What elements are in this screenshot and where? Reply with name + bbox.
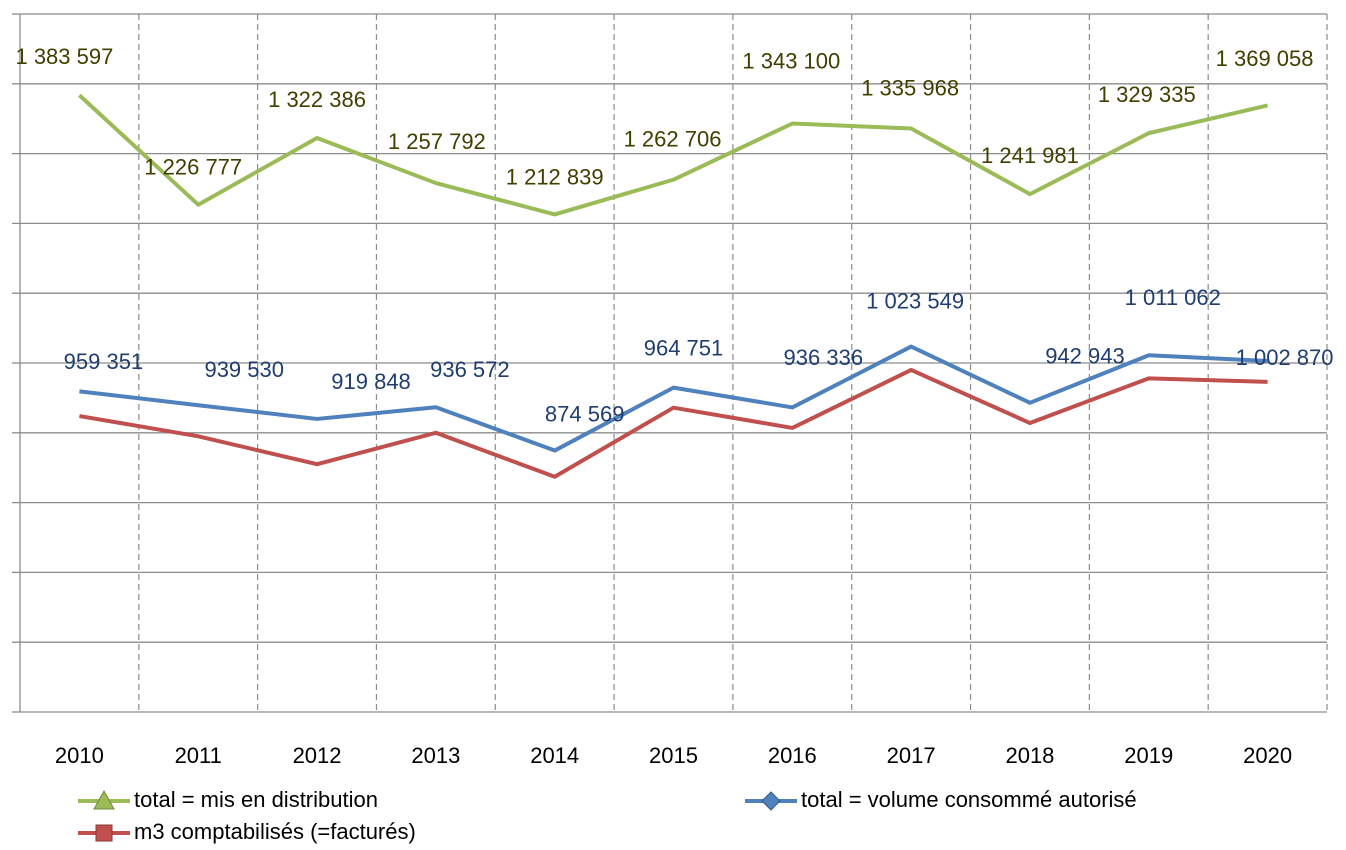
x-tick-label: 2011 [175,743,222,768]
x-tick-label: 2010 [55,743,104,768]
series-line [79,367,1268,479]
data-label: 1 011 062 [1125,285,1221,310]
legend-marker [95,824,113,842]
data-label: 1 383 597 [15,44,113,69]
data-label: 1 369 058 [1216,46,1314,71]
data-label: 1 257 792 [388,129,486,154]
x-tick-label: 2020 [1243,743,1292,768]
legend-marker [93,789,115,810]
x-tick-label: 2013 [411,743,460,768]
data-label: 1 226 777 [144,155,242,180]
x-tick-label: 2019 [1124,743,1173,768]
data-label: 1 343 100 [742,48,840,73]
data-label: 1 241 981 [981,143,1079,168]
data-label: 936 572 [430,357,510,382]
data-label: 1 329 335 [1098,82,1196,107]
data-label: 1 212 839 [506,164,604,189]
data-label: 939 530 [204,357,284,382]
legend-label: total = volume consommé autorisé [801,787,1137,812]
data-label: 1 335 968 [861,75,959,100]
data-label: 936 336 [784,345,864,370]
data-label: 959 351 [64,349,144,374]
x-tick-label: 2016 [768,743,817,768]
x-tick-label: 2015 [649,743,698,768]
data-label: 1 322 386 [268,87,366,112]
data-label: 1 002 870 [1236,345,1334,370]
series-line [79,344,1268,453]
data-label: 942 943 [1045,344,1125,369]
data-label: 1 262 706 [624,126,722,151]
legend-label: total = mis en distribution [134,787,378,812]
x-tick-label: 2012 [293,743,342,768]
data-label: 964 751 [644,335,724,360]
data-label: 874 569 [545,401,625,426]
x-tick-label: 2018 [1005,743,1054,768]
x-tick-label: 2014 [530,743,579,768]
data-label: 1 023 549 [866,288,964,313]
x-tick-label: 2017 [887,743,936,768]
series-line [78,93,1269,217]
legend-label: m3 comptabilisés (=facturés) [134,819,416,844]
legend-marker [761,791,781,811]
data-label: 919 848 [331,369,411,394]
